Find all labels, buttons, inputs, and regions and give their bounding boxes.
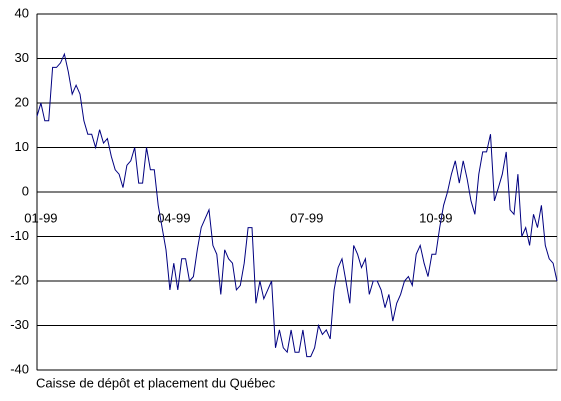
data-line [36,52,558,358]
y-tick-label: 10 [15,139,29,154]
x-tick-label: 04-99 [157,210,190,225]
y-tick-label: 30 [15,50,29,65]
y-tick-label: -10 [10,228,29,243]
y-tick-label: -40 [10,361,29,376]
y-tick-label: -20 [10,272,29,287]
x-tick-label: 01-99 [24,210,57,225]
y-tick-label: 40 [15,5,29,20]
x-tick-label: 10-99 [419,210,452,225]
footnote: Caisse de dépôt et placement du Québec [36,375,276,390]
y-tick-label: 20 [15,94,29,109]
y-tick-label: -30 [10,317,29,332]
y-tick-label: 0 [22,183,29,198]
x-tick-label: 07-99 [290,210,323,225]
